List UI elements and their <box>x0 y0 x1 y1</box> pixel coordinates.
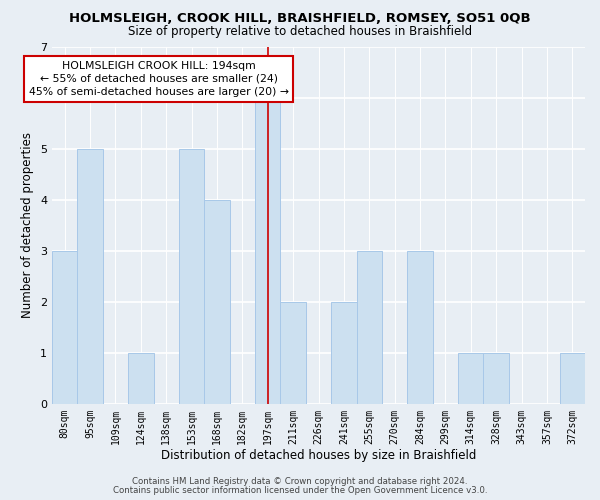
Y-axis label: Number of detached properties: Number of detached properties <box>22 132 34 318</box>
Bar <box>280 302 306 404</box>
Bar <box>204 200 230 404</box>
Text: HOLMSLEIGH, CROOK HILL, BRAISHFIELD, ROMSEY, SO51 0QB: HOLMSLEIGH, CROOK HILL, BRAISHFIELD, ROM… <box>69 12 531 26</box>
Bar <box>77 148 103 404</box>
Bar <box>179 148 204 404</box>
Bar <box>255 98 280 404</box>
X-axis label: Distribution of detached houses by size in Braishfield: Distribution of detached houses by size … <box>161 450 476 462</box>
Bar <box>356 250 382 404</box>
Bar <box>560 353 585 404</box>
Bar <box>331 302 356 404</box>
Text: Size of property relative to detached houses in Braishfield: Size of property relative to detached ho… <box>128 25 472 38</box>
Text: Contains HM Land Registry data © Crown copyright and database right 2024.: Contains HM Land Registry data © Crown c… <box>132 477 468 486</box>
Text: HOLMSLEIGH CROOK HILL: 194sqm
← 55% of detached houses are smaller (24)
45% of s: HOLMSLEIGH CROOK HILL: 194sqm ← 55% of d… <box>29 61 289 97</box>
Bar <box>52 250 77 404</box>
Bar <box>407 250 433 404</box>
Text: Contains public sector information licensed under the Open Government Licence v3: Contains public sector information licen… <box>113 486 487 495</box>
Bar <box>484 353 509 404</box>
Bar <box>458 353 484 404</box>
Bar <box>128 353 154 404</box>
